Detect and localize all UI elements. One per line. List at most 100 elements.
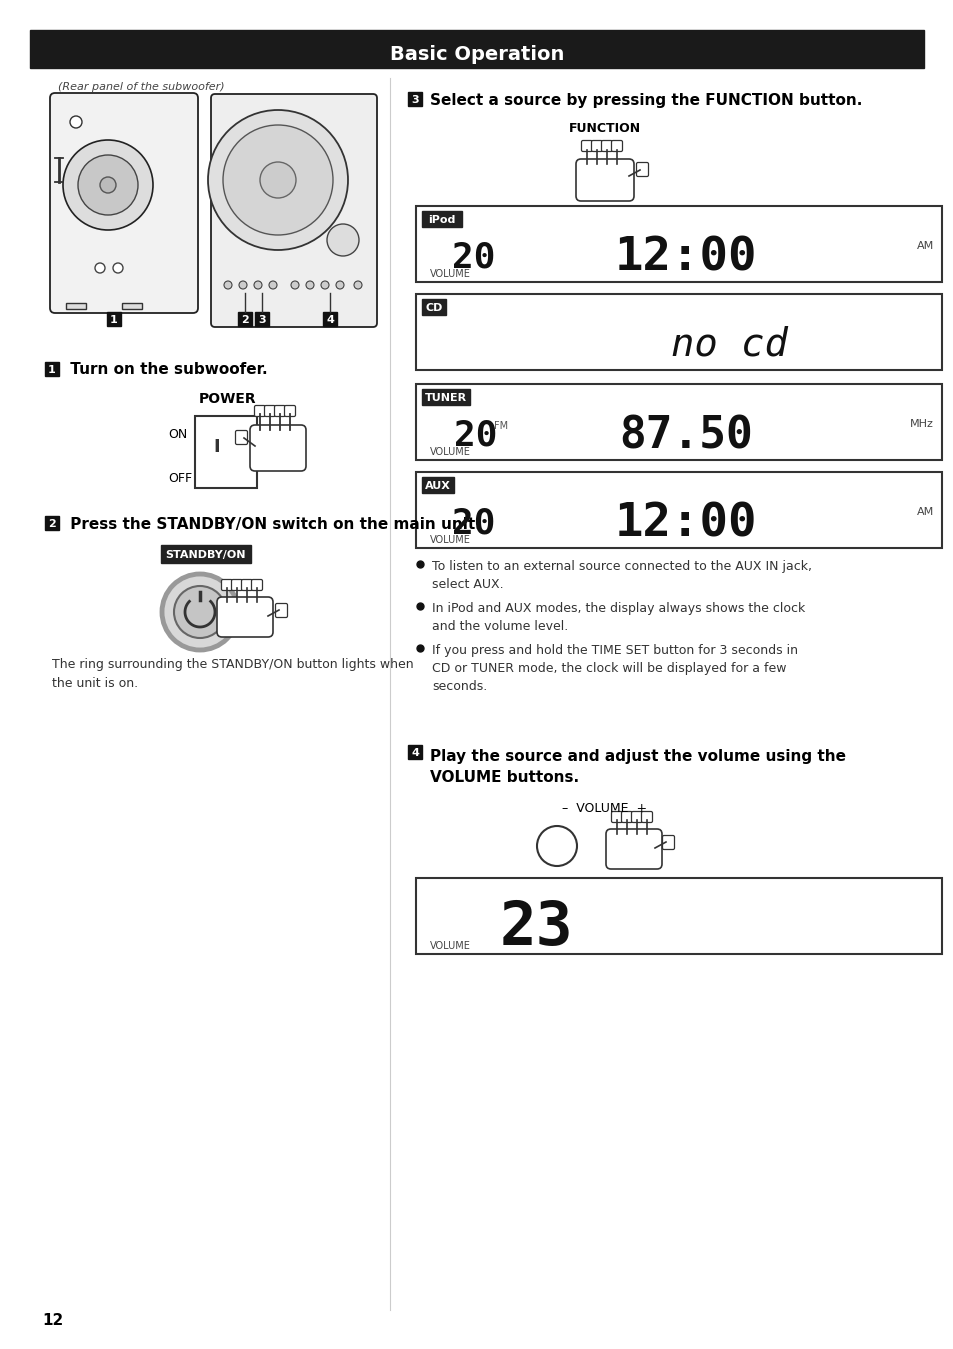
Text: TUNER: TUNER — [424, 393, 467, 403]
Text: FUNCTION: FUNCTION — [568, 121, 640, 135]
Text: 12:00: 12:00 — [614, 236, 757, 281]
Text: OFF: OFF — [168, 472, 192, 484]
Circle shape — [537, 826, 577, 866]
Text: 3: 3 — [411, 94, 418, 105]
Text: 4: 4 — [326, 316, 334, 325]
Circle shape — [208, 111, 348, 250]
Bar — [323, 312, 336, 326]
Text: The ring surrounding the STANDBY/ON button lights when
the unit is on.: The ring surrounding the STANDBY/ON butt… — [52, 658, 414, 689]
FancyBboxPatch shape — [216, 598, 273, 637]
Bar — [66, 304, 86, 309]
Bar — [416, 878, 941, 954]
Text: VOLUME: VOLUME — [430, 447, 471, 457]
Text: POWER: POWER — [199, 393, 256, 406]
Bar — [421, 210, 461, 227]
Text: CD: CD — [425, 304, 442, 313]
FancyBboxPatch shape — [235, 430, 247, 445]
Text: 2: 2 — [48, 519, 56, 529]
FancyBboxPatch shape — [620, 812, 632, 823]
FancyBboxPatch shape — [576, 159, 634, 201]
Text: 4: 4 — [411, 747, 418, 758]
FancyBboxPatch shape — [601, 140, 612, 151]
Text: STANDBY/ON: STANDBY/ON — [166, 550, 246, 560]
FancyBboxPatch shape — [161, 545, 251, 563]
Text: Select a source by pressing the FUNCTION button.: Select a source by pressing the FUNCTION… — [430, 93, 862, 108]
Text: AUX: AUX — [425, 482, 451, 491]
Circle shape — [112, 263, 123, 272]
Circle shape — [327, 224, 358, 256]
Text: no cd: no cd — [670, 325, 786, 363]
Text: 2: 2 — [241, 316, 249, 325]
Circle shape — [335, 281, 344, 289]
Text: 20: 20 — [454, 420, 497, 453]
FancyBboxPatch shape — [232, 580, 242, 591]
FancyBboxPatch shape — [605, 830, 661, 869]
Text: iPod: iPod — [428, 214, 456, 225]
Bar — [194, 415, 256, 488]
Circle shape — [260, 162, 295, 198]
FancyBboxPatch shape — [274, 406, 285, 417]
Text: 3: 3 — [258, 316, 266, 325]
FancyBboxPatch shape — [611, 812, 622, 823]
Text: 12: 12 — [42, 1313, 63, 1327]
Circle shape — [173, 585, 226, 638]
Bar — [45, 362, 59, 376]
Circle shape — [253, 281, 262, 289]
Text: VOLUME: VOLUME — [430, 268, 471, 279]
Text: AM: AM — [916, 241, 933, 251]
Bar — [421, 478, 454, 492]
Bar — [416, 472, 941, 548]
Text: 20: 20 — [452, 241, 496, 275]
Circle shape — [100, 177, 116, 193]
Text: 1: 1 — [110, 316, 118, 325]
Circle shape — [239, 281, 247, 289]
Circle shape — [162, 575, 237, 650]
Text: If you press and hold the TIME SET button for 3 seconds in
CD or TUNER mode, the: If you press and hold the TIME SET butto… — [432, 643, 797, 693]
Text: 12:00: 12:00 — [614, 502, 757, 546]
FancyBboxPatch shape — [631, 812, 641, 823]
Bar — [408, 92, 421, 107]
Circle shape — [291, 281, 298, 289]
Circle shape — [223, 125, 333, 235]
Text: Play the source and adjust the volume using the
VOLUME buttons.: Play the source and adjust the volume us… — [430, 749, 845, 785]
Bar — [237, 312, 252, 326]
Circle shape — [95, 263, 105, 272]
FancyBboxPatch shape — [640, 812, 652, 823]
FancyBboxPatch shape — [661, 835, 674, 850]
Circle shape — [70, 116, 82, 128]
FancyBboxPatch shape — [50, 93, 198, 313]
Text: In iPod and AUX modes, the display always shows the clock
and the volume level.: In iPod and AUX modes, the display alway… — [432, 602, 804, 633]
Circle shape — [63, 140, 152, 229]
FancyBboxPatch shape — [241, 580, 253, 591]
Bar — [416, 294, 941, 370]
Bar — [416, 384, 941, 460]
Bar — [30, 30, 923, 67]
Text: MHz: MHz — [909, 420, 933, 429]
Text: To listen to an external source connected to the AUX IN jack,
select AUX.: To listen to an external source connecte… — [432, 560, 811, 591]
Text: AM: AM — [916, 507, 933, 517]
FancyBboxPatch shape — [581, 140, 592, 151]
Circle shape — [224, 281, 232, 289]
Bar — [421, 389, 470, 405]
Circle shape — [320, 281, 329, 289]
Text: 20: 20 — [452, 507, 496, 541]
FancyBboxPatch shape — [264, 406, 275, 417]
Bar — [416, 206, 941, 282]
Text: 87.50: 87.50 — [618, 414, 752, 457]
Text: VOLUME: VOLUME — [430, 942, 471, 951]
FancyBboxPatch shape — [254, 406, 265, 417]
Bar — [122, 304, 142, 309]
Circle shape — [354, 281, 361, 289]
Bar — [107, 312, 121, 326]
Text: VOLUME: VOLUME — [430, 536, 471, 545]
FancyBboxPatch shape — [591, 140, 602, 151]
FancyBboxPatch shape — [252, 580, 262, 591]
FancyBboxPatch shape — [221, 580, 233, 591]
Bar — [421, 299, 446, 316]
FancyBboxPatch shape — [611, 140, 622, 151]
Text: 1: 1 — [48, 366, 56, 375]
Text: Press the STANDBY/ON switch on the main unit.: Press the STANDBY/ON switch on the main … — [65, 517, 480, 532]
Text: 23: 23 — [498, 898, 572, 958]
FancyBboxPatch shape — [275, 603, 287, 618]
FancyBboxPatch shape — [250, 425, 306, 471]
